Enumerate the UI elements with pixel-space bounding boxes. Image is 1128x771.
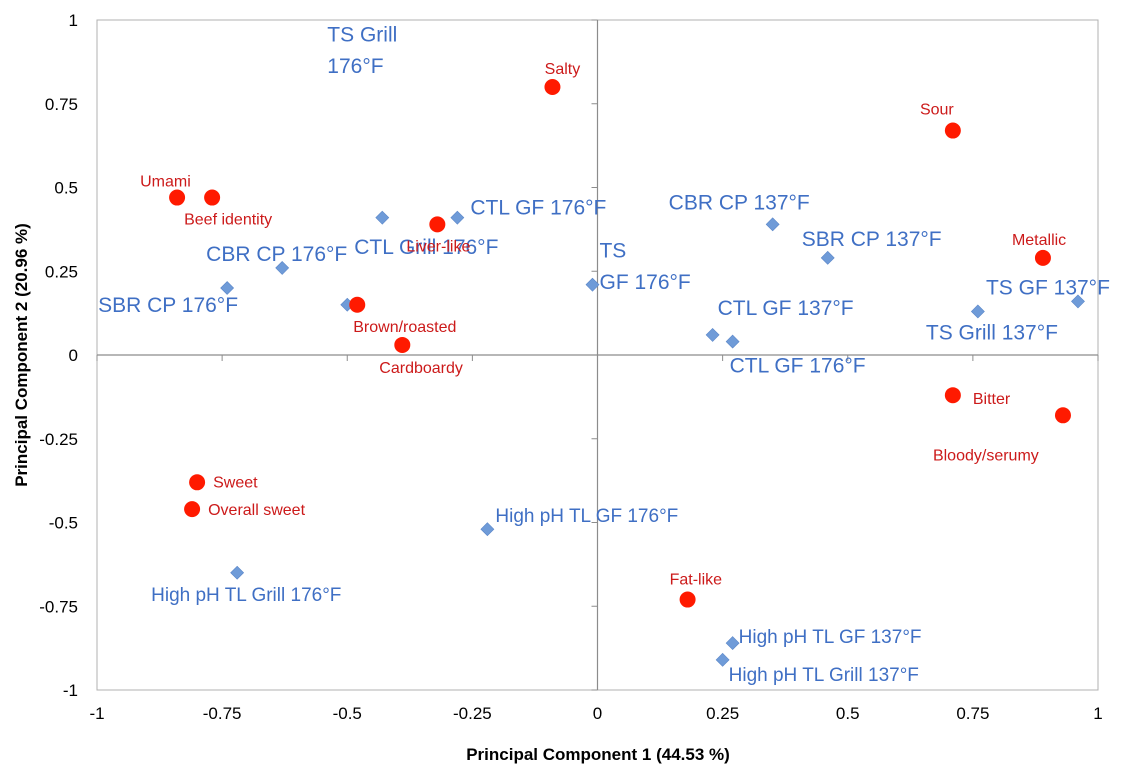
attribute-label: Liver-like	[406, 238, 470, 255]
attribute-circle-marker	[189, 474, 206, 491]
attribute-label: Overall sweet	[208, 502, 305, 519]
y-tick-label: 0.5	[54, 179, 78, 198]
treatment-label: High pH TL GF 176°F	[495, 506, 678, 527]
attribute-circle-marker	[1054, 407, 1071, 424]
y-tick-label: 0	[69, 346, 78, 365]
treatment-label: High pH TL Grill 176°F	[151, 585, 341, 606]
treatment-diamond-marker	[585, 277, 600, 292]
attribute-circle-marker	[394, 336, 411, 353]
attribute-circle-marker	[184, 501, 201, 518]
attribute-label: Bitter	[973, 391, 1011, 408]
treatment-diamond-marker	[705, 327, 720, 342]
y-tick-label: -0.5	[49, 514, 78, 533]
treatment-label: TS GF 137°F	[986, 276, 1110, 299]
attribute-circle-marker	[204, 189, 221, 206]
treatment-diamond-marker	[1071, 294, 1085, 309]
y-tick-label: -0.25	[39, 430, 78, 449]
y-tick-label: -0.75	[39, 597, 78, 616]
treatment-diamond-marker	[220, 281, 235, 295]
x-tick-label: 0.75	[956, 704, 989, 723]
treatment-diamond-marker	[275, 260, 290, 275]
treatment-label: CTL GF 176°F	[470, 197, 606, 220]
treatment-diamond-marker	[970, 304, 985, 319]
attribute-label: Beef identity	[184, 212, 272, 229]
attribute-label: Sour	[920, 102, 954, 119]
treatment-label: High pH TL Grill 137°F	[729, 665, 919, 686]
treatment-label: SBR CP 137°F	[802, 228, 942, 251]
treatment-label: TS Grill 176°F	[327, 24, 397, 79]
y-tick-label: 0.25	[45, 262, 78, 281]
treatment-diamond-marker	[375, 210, 390, 225]
attribute-label: Cardboardy	[379, 360, 463, 377]
x-tick-label: 0	[593, 704, 602, 723]
attribute-label: Metallic	[1012, 232, 1066, 249]
treatment-label: TS GF 176°F	[599, 240, 690, 295]
x-axis-title: Principal Component 1 (44.53 %)	[466, 745, 730, 764]
attribute-circle-marker	[544, 79, 561, 95]
x-tick-label: 0.5	[836, 704, 860, 723]
attribute-circle-marker	[169, 189, 186, 206]
treatment-diamond-marker	[480, 522, 495, 537]
attribute-circle-marker	[1034, 249, 1051, 266]
treatment-diamond-marker	[725, 334, 740, 349]
data-labels: TS Grill 176°F CTL GF 176°F CBR CP 176°F SBR…	[98, 24, 1110, 686]
treatment-label: CBR CP 176°F	[206, 243, 347, 266]
treatment-diamond-marker	[230, 565, 245, 580]
attribute-circle-marker	[944, 122, 961, 139]
attribute-circle-marker	[429, 216, 446, 233]
treatment-label: High pH TL GF 137°F	[739, 627, 922, 648]
x-tick-label: -0.25	[453, 704, 492, 723]
tick-labels: -1 -0.75 -0.5 -0.25 0 0.25 0.5 0.75 1 1 0.75 0.5 0.2…	[39, 11, 1102, 723]
attribute-circle-marker	[679, 591, 696, 608]
x-tick-label: 0.25	[706, 704, 739, 723]
y-axis-title: Principal Component 2 (20.96 %)	[12, 223, 31, 487]
treatment-diamond-marker	[765, 217, 780, 232]
treatment-diamond-marker	[820, 250, 835, 265]
treatment-diamond-marker	[450, 210, 465, 225]
y-tick-label: -1	[63, 681, 78, 700]
treatment-diamond-marker	[715, 652, 730, 667]
x-tick-label: -0.5	[333, 704, 362, 723]
attribute-circle-marker	[944, 387, 961, 404]
y-tick-label: 1	[69, 11, 78, 30]
x-tick-label: -0.75	[203, 704, 242, 723]
treatment-label: TS Grill 137°F	[926, 321, 1058, 344]
attribute-label: Fat-like	[670, 572, 723, 589]
attribute-circle-marker	[349, 296, 366, 313]
x-tick-label: 1	[1093, 704, 1102, 723]
attribute-label: Sweet	[213, 474, 258, 491]
attribute-label: Bloody/serumy	[933, 447, 1039, 464]
y-tick-label: 0.75	[45, 95, 78, 114]
attribute-label: Salty	[545, 61, 581, 78]
treatment-diamond-marker	[725, 636, 740, 651]
treatment-label: CBR CP 137°F	[669, 191, 810, 214]
attribute-label: Brown/roasted	[353, 319, 456, 336]
treatment-label: CTL GF 176°F	[730, 355, 866, 378]
attribute-label: Umami	[140, 174, 191, 191]
treatment-label: CTL Grill 176°F	[354, 236, 498, 259]
axes	[96, 19, 1099, 691]
treatment-label: SBR CP 176°F	[98, 294, 238, 317]
data-markers	[169, 79, 1085, 667]
treatment-label: CTL GF 137°F	[718, 297, 854, 320]
x-tick-label: -1	[89, 704, 104, 723]
